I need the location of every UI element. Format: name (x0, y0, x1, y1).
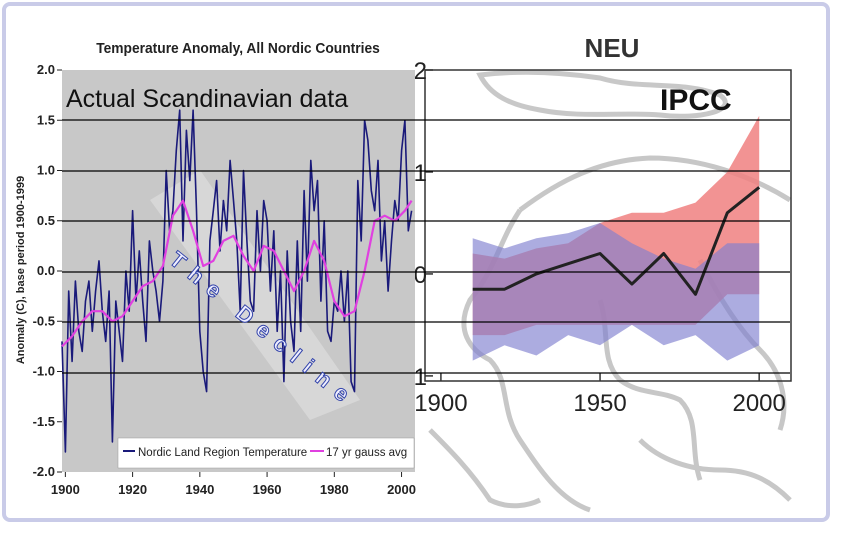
x-tick-label: 1900 (51, 482, 80, 497)
ipcc-chart-title: NEU (585, 33, 640, 63)
x-tick-label: 2000 (387, 482, 416, 497)
legend-label-gauss: 17 yr gauss avg (326, 447, 407, 459)
alignment-lines (62, 119, 790, 374)
y-tick-label: 0.0 (37, 263, 55, 278)
y-tick-label: -1.5 (33, 414, 55, 429)
ipcc-bands (472, 115, 760, 361)
y-tick-label: -0.5 (33, 313, 55, 328)
x-tick-label: 1980 (320, 482, 349, 497)
y-tick-label: 2.0 (37, 62, 55, 77)
y-tick-label: 2 (414, 58, 427, 85)
ipcc-label: IPCC (660, 84, 732, 117)
x-tick-label: 1940 (185, 482, 214, 497)
nordic-y-axis-label: Anomaly (C), base period 1900-1999 (15, 176, 27, 364)
actual-data-label: Actual Scandinavian data (66, 85, 348, 113)
decline-ribbon (150, 170, 360, 420)
ipcc-axes (424, 69, 792, 382)
x-tick-label: 2000 (732, 390, 785, 417)
series-ipcc-mean (472, 186, 761, 296)
legend-label-nordic: Nordic Land Region Temperature (138, 447, 307, 459)
ipcc-x-ticks: 1900 1950 2000 (414, 373, 786, 417)
x-tick-label: 1900 (414, 390, 467, 417)
nordic-chart-title: Temperature Anomaly, All Nordic Countrie… (96, 41, 380, 58)
y-tick-label: 1 (414, 160, 427, 187)
y-tick-label: 1.5 (37, 112, 55, 127)
legend-box (117, 437, 415, 469)
series-gauss-average (61, 199, 413, 348)
band-blue (472, 223, 760, 361)
ipcc-mean-line (472, 186, 761, 296)
nordic-panel: Temperature Anomaly, All Nordic Countrie… (15, 41, 416, 497)
y-tick-label: -2.0 (33, 464, 55, 479)
y-tick-label: 1.0 (37, 163, 55, 178)
nordic-lines (61, 109, 413, 453)
x-tick-label: 1920 (118, 482, 147, 497)
y-tick-label: 0.5 (37, 213, 55, 228)
ipcc-axes-box (424, 69, 792, 382)
nordic-legend: Nordic Land Region Temperature 17 yr gau… (117, 437, 415, 469)
ipcc-panel: NEU 210-1 1900 1950 2000 (406, 33, 792, 513)
y-tick-label: 0 (414, 262, 427, 289)
nordic-x-ticks: 1900 1920 1940 1960 1980 2000 (51, 472, 416, 497)
nordic-y-ticks: 2.0 1.5 1.0 0.5 0.0 -0.5 -1.0 -1.5 -2.0 (33, 62, 62, 479)
x-tick-label: 1950 (573, 390, 626, 417)
x-tick-label: 1960 (253, 482, 282, 497)
y-tick-label: -1.0 (33, 364, 55, 379)
